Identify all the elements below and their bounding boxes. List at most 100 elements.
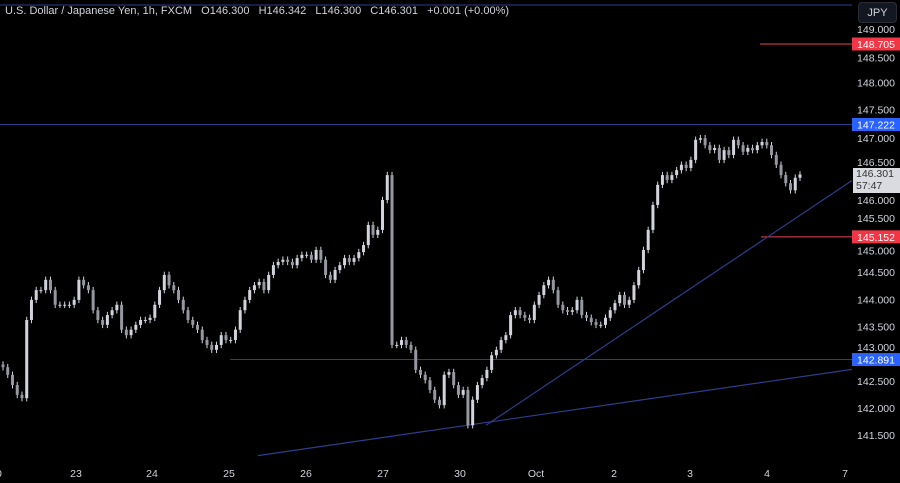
ohlc-open: O146.300 <box>201 5 250 17</box>
candle-body <box>148 317 152 320</box>
candle-body <box>561 304 565 311</box>
candle-body <box>143 319 147 321</box>
candle-body <box>528 317 532 320</box>
x-tick-label: 7 <box>842 468 848 480</box>
candle-body <box>286 259 290 262</box>
candle-body <box>324 259 328 275</box>
candle-body <box>698 138 702 140</box>
candle-body <box>186 310 190 320</box>
candle-body <box>447 372 451 375</box>
candle-body <box>39 290 43 292</box>
x-tick-label: 26 <box>300 468 312 480</box>
candle-body <box>755 145 759 151</box>
x-tick-label: 4 <box>764 468 770 480</box>
candle-body <box>746 147 750 152</box>
price-badge <box>852 37 900 51</box>
candle-body <box>751 147 755 151</box>
candle-body <box>82 279 86 286</box>
candle-body <box>513 310 517 316</box>
candle-body <box>466 389 470 426</box>
candle-body <box>158 290 162 305</box>
y-tick-label: 144.500 <box>857 267 895 279</box>
candle-body <box>537 295 541 305</box>
ohlc-high: H146.342 <box>258 5 307 17</box>
candle-body <box>357 252 361 259</box>
candle-body <box>243 299 247 311</box>
candle-body <box>395 344 399 346</box>
candle-body <box>732 139 736 155</box>
candle-body <box>499 340 503 350</box>
candle-body <box>603 317 607 325</box>
candle-body <box>646 229 650 250</box>
y-tick-label: 147.500 <box>857 104 895 116</box>
bar-countdown: 57:47 <box>856 180 883 192</box>
candle-body <box>789 183 793 191</box>
candle-body <box>6 367 10 375</box>
candle-body <box>461 389 465 395</box>
price-badge-label: 142.891 <box>857 355 895 367</box>
candle-body <box>608 310 612 318</box>
candle-body <box>343 258 347 266</box>
candle-body <box>390 175 394 345</box>
candle-body <box>703 138 707 146</box>
candle-body <box>29 299 33 320</box>
candle-body <box>509 315 513 336</box>
candle-body <box>67 304 71 306</box>
candle-body <box>205 340 209 345</box>
current-price-badge: 146.301 57:47 <box>853 168 900 193</box>
x-tick-label: 2 <box>611 468 617 480</box>
candle-body <box>20 394 24 399</box>
candle-body <box>551 279 555 291</box>
candle-body <box>96 310 100 320</box>
x-tick-label: 20 <box>0 468 2 480</box>
candle-body <box>252 285 256 291</box>
trendline <box>257 368 853 457</box>
x-tick-label: 23 <box>70 468 82 480</box>
candle-body <box>153 304 157 318</box>
candle-body <box>177 290 181 300</box>
candle-body <box>86 285 90 291</box>
candle-body <box>613 303 617 311</box>
price-badge <box>852 353 900 367</box>
candle-body <box>480 378 484 386</box>
candle-body <box>722 150 726 160</box>
candle-body <box>665 175 669 180</box>
candle-body <box>765 141 769 146</box>
candle-body <box>622 295 626 305</box>
candle-body <box>566 310 570 312</box>
y-tick-label: 141.500 <box>857 430 895 442</box>
symbol-legend: U.S. Dollar / Japanese Yen, 1h, FXCM O14… <box>5 5 515 17</box>
candle-body <box>162 274 166 291</box>
candle-body <box>376 229 380 235</box>
candle-body <box>542 285 546 296</box>
candle-body <box>675 170 679 176</box>
candle-body <box>105 315 109 325</box>
price-badge-label: 148.705 <box>857 39 895 51</box>
y-tick-label: 142.000 <box>857 403 895 415</box>
x-tick-label: 25 <box>223 468 235 480</box>
current-price: 146.301 <box>856 168 894 180</box>
candle-body <box>442 374 446 406</box>
currency-button[interactable]: JPY <box>858 2 897 23</box>
x-tick-label: 27 <box>377 468 389 480</box>
candle-body <box>129 329 133 336</box>
candle-body <box>63 304 67 306</box>
candle-body <box>15 385 19 395</box>
candle-body <box>599 324 603 326</box>
y-tick-label: 147.000 <box>857 133 895 145</box>
candle-body <box>115 304 119 311</box>
candle-body <box>618 295 622 304</box>
ohlc-change: +0.001 (+0.00%) <box>427 5 510 17</box>
candle-body <box>684 164 688 169</box>
candle-body <box>191 319 195 325</box>
candle-body <box>437 399 441 406</box>
candle-body <box>124 329 128 336</box>
candle-body <box>139 319 143 325</box>
candle-body <box>490 355 494 370</box>
candle-body <box>594 322 598 325</box>
price-badge-label: 147.222 <box>857 119 895 131</box>
y-tick-label: 145.000 <box>857 245 895 257</box>
candle-body <box>656 184 660 205</box>
candle-body <box>770 145 774 155</box>
